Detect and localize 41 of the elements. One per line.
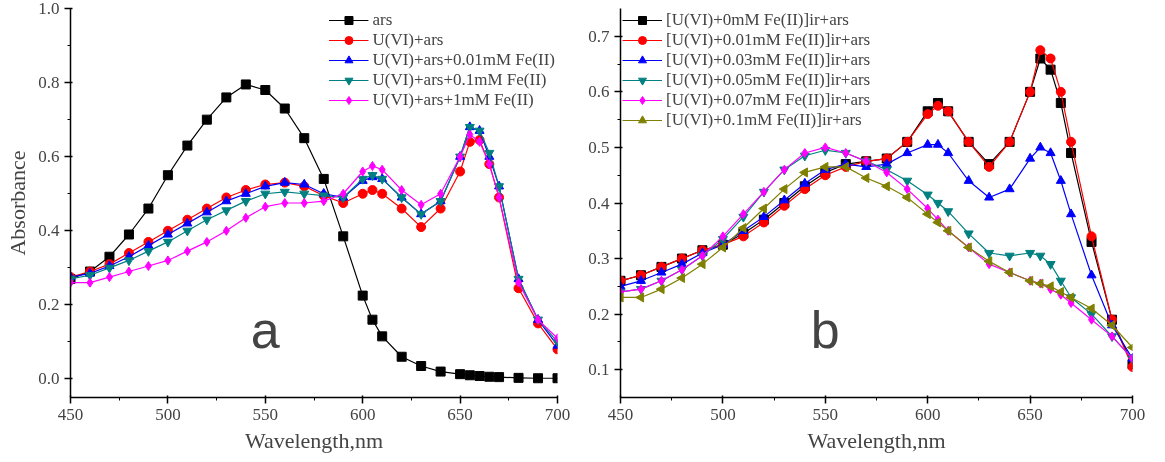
legend-label: [U(VI)+0.07mM Fe(II)]ir+ars [666, 90, 871, 110]
y-tick-label: 1.0 [38, 0, 60, 18]
x-axis-title: Wavelength,nm [807, 427, 946, 453]
y-tick-label: 0.2 [38, 295, 60, 315]
x-tick-label: 650 [447, 404, 473, 424]
legend-label: U(VI)+ars [372, 30, 444, 50]
y-tick-label: 0.3 [588, 249, 610, 269]
y-axis-title: Absorbance [5, 150, 31, 256]
y-tick-label: 0.5 [588, 137, 610, 157]
x-tick-label: 450 [607, 404, 634, 424]
annotation: b [810, 300, 840, 359]
legend-label: U(VI)+ars+0.1mM Fe(II) [372, 70, 547, 90]
y-tick-label: 0.4 [38, 221, 60, 241]
legend-label: U(VI)+ars+1mM Fe(II) [372, 90, 534, 110]
x-tick-label: 550 [812, 404, 839, 424]
legend-label: [U(VI)+0.05mM Fe(II)]ir+ars [666, 70, 871, 90]
y-tick-label: 0.8 [38, 73, 60, 93]
y-tick-label: 0.6 [588, 82, 610, 102]
legend-label: ars [372, 10, 393, 30]
x-tick-label: 650 [1017, 404, 1043, 424]
x-axis-title: Wavelength,nm [244, 427, 384, 453]
x-tick-label: 600 [349, 404, 376, 424]
legend-label: [U(VI)+0mM Fe(II)]ir+ars [666, 10, 849, 30]
x-tick-label: 700 [544, 404, 571, 424]
x-tick-label: 500 [710, 404, 736, 424]
legend-label: [U(VI)+0.01mM Fe(II)]ir+ars [666, 30, 871, 50]
y-tick-label: 0.6 [38, 147, 60, 167]
y-tick-label: 0.7 [588, 26, 610, 46]
x-tick-label: 500 [155, 404, 181, 424]
x-tick-label: 700 [1119, 404, 1146, 424]
x-tick-label: 450 [57, 404, 84, 424]
legend-label: U(VI)+ars+0.01mM Fe(II) [372, 50, 555, 70]
legend-label: [U(VI)+0.03mM Fe(II)]ir+ars [666, 50, 871, 70]
x-tick-label: 550 [252, 404, 279, 424]
x-tick-label: 600 [914, 404, 941, 424]
y-tick-label: 0.1 [588, 360, 610, 380]
y-tick-label: 0.0 [38, 369, 60, 389]
y-tick-label: 0.4 [588, 193, 610, 213]
y-tick-label: 0.2 [588, 304, 610, 324]
legend-label: [U(VI)+0.1mM Fe(II)]ir+ars [666, 110, 862, 130]
annotation: a [250, 300, 280, 359]
